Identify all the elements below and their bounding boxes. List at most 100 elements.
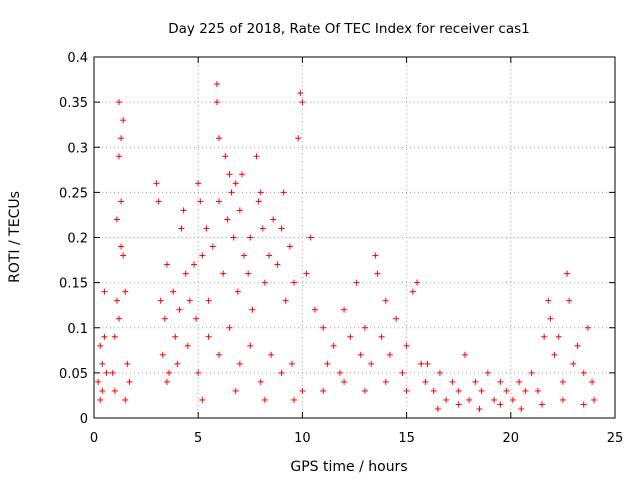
data-point xyxy=(399,369,406,376)
data-point xyxy=(199,252,206,259)
data-point xyxy=(443,396,450,403)
data-point xyxy=(270,216,277,223)
data-point xyxy=(101,288,108,295)
data-point xyxy=(574,342,581,349)
y-tick-label: 0.25 xyxy=(59,186,88,201)
y-tick-label: 0.4 xyxy=(67,51,88,66)
data-point xyxy=(236,207,243,214)
y-tick-label: 0.3 xyxy=(67,141,88,156)
data-point xyxy=(393,315,400,322)
data-point xyxy=(95,378,102,385)
data-point xyxy=(180,207,187,214)
data-point xyxy=(382,378,389,385)
data-point xyxy=(484,369,491,376)
data-point xyxy=(247,342,254,349)
data-point xyxy=(113,297,120,304)
data-point xyxy=(559,396,566,403)
data-point xyxy=(516,378,523,385)
data-point xyxy=(436,369,443,376)
data-point xyxy=(261,396,268,403)
data-point xyxy=(216,351,223,358)
data-point xyxy=(336,369,343,376)
data-point xyxy=(274,261,281,268)
data-point xyxy=(111,387,118,394)
y-tick-label: 0.35 xyxy=(59,96,88,111)
data-point xyxy=(491,396,498,403)
data-point xyxy=(528,369,535,376)
data-point xyxy=(116,153,123,160)
data-point xyxy=(403,342,410,349)
data-point xyxy=(205,333,212,340)
data-point xyxy=(580,401,587,408)
x-tick-label: 25 xyxy=(607,431,624,446)
data-point xyxy=(522,387,529,394)
data-point xyxy=(414,279,421,286)
data-point xyxy=(409,288,416,295)
data-point xyxy=(228,189,235,196)
data-point xyxy=(541,333,548,340)
data-point xyxy=(238,171,245,178)
data-point xyxy=(195,369,202,376)
data-point xyxy=(434,405,441,412)
data-point xyxy=(555,333,562,340)
data-point xyxy=(461,351,468,358)
data-point xyxy=(291,279,298,286)
data-point xyxy=(357,351,364,358)
data-point xyxy=(193,315,200,322)
data-point xyxy=(209,243,216,250)
data-point xyxy=(330,342,337,349)
data-point xyxy=(320,387,327,394)
data-point xyxy=(226,324,233,331)
data-point xyxy=(232,180,239,187)
data-point xyxy=(286,243,293,250)
data-point xyxy=(324,360,331,367)
data-point xyxy=(195,180,202,187)
gridlines xyxy=(94,57,615,418)
data-point xyxy=(216,198,223,205)
y-tick-labels: 0 0.05 0.1 0.15 0.2 0.25 0.3 0.35 0.4 xyxy=(59,51,88,427)
data-point xyxy=(159,351,166,358)
data-point xyxy=(570,360,577,367)
x-tick-label: 10 xyxy=(294,431,311,446)
data-point xyxy=(288,360,295,367)
data-point xyxy=(124,360,131,367)
data-point xyxy=(234,288,241,295)
data-point xyxy=(422,378,429,385)
y-tick-label: 0.05 xyxy=(59,367,88,382)
data-point xyxy=(278,225,285,232)
data-point xyxy=(497,401,504,408)
data-point xyxy=(307,234,314,241)
data-point xyxy=(253,153,260,160)
data-point xyxy=(551,351,558,358)
data-point xyxy=(382,297,389,304)
data-point xyxy=(153,180,160,187)
data-point xyxy=(186,297,193,304)
data-point xyxy=(157,297,164,304)
data-point xyxy=(545,297,552,304)
data-point xyxy=(122,288,129,295)
data-point xyxy=(280,189,287,196)
data-point xyxy=(109,369,116,376)
data-point xyxy=(472,378,479,385)
data-point xyxy=(213,81,220,88)
data-point xyxy=(455,401,462,408)
data-point xyxy=(497,378,504,385)
data-point xyxy=(118,198,125,205)
data-point xyxy=(220,270,227,277)
data-point xyxy=(257,378,264,385)
data-point xyxy=(509,396,516,403)
data-point xyxy=(97,342,104,349)
x-tick-label: 20 xyxy=(503,431,520,446)
data-point xyxy=(320,324,327,331)
axis-ticks xyxy=(93,56,616,419)
data-point xyxy=(118,243,125,250)
data-point xyxy=(199,396,206,403)
data-point xyxy=(403,387,410,394)
data-point xyxy=(282,297,289,304)
data-point xyxy=(311,306,318,313)
data-point xyxy=(232,387,239,394)
data-point xyxy=(347,333,354,340)
data-point xyxy=(99,360,106,367)
x-tick-label: 0 xyxy=(90,431,98,446)
